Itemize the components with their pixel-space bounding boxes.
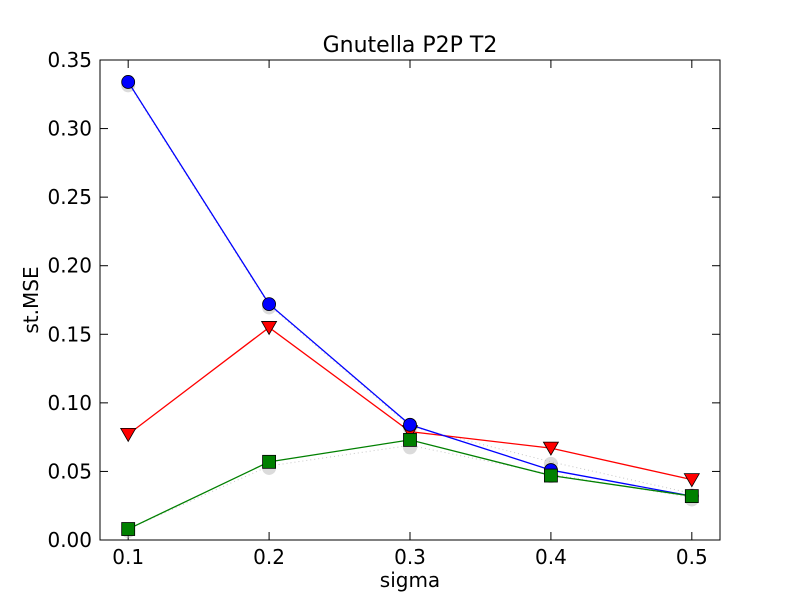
series-point-circle [262,297,276,312]
x-tick-label: 0.5 [676,545,708,569]
y-axis-label: st.MSE [19,266,43,333]
series-point-triangle [542,441,560,456]
y-tick-label: 0.15 [47,322,92,346]
series-point-square [403,432,417,447]
x-tick-label: 0.3 [394,545,426,569]
plot-area: 0.1 0.2 0.3 0.4 0.5 0.00 0.05 0.10 0.15 0.20 0.25 0… [47,48,721,569]
y-tick-label: 0.10 [47,391,92,415]
series-point-triangle [683,473,701,488]
y-tick-label: 0.35 [47,48,92,72]
y-tick-label: 0.25 [47,185,92,209]
chart-title: Gnutella P2P T2 [323,33,498,58]
series-point-square [121,522,136,536]
series-point-square [544,468,558,483]
series-point-triangle [260,321,278,336]
x-tick-label: 0.4 [535,545,567,569]
x-tick-label: 0.1 [112,545,144,569]
series-point-circle [403,417,417,432]
series-point-triangle [119,427,137,443]
y-tick-label: 0.05 [47,459,92,483]
series-point-circle [121,75,136,89]
y-tick-label: 0.00 [47,528,92,552]
series-point-square [684,489,699,504]
x-tick-label: 0.2 [253,545,285,569]
y-tick-label: 0.30 [47,117,92,141]
series-point-square [262,454,276,469]
y-tick-label: 0.20 [47,254,92,278]
x-axis-label: sigma [380,568,440,592]
